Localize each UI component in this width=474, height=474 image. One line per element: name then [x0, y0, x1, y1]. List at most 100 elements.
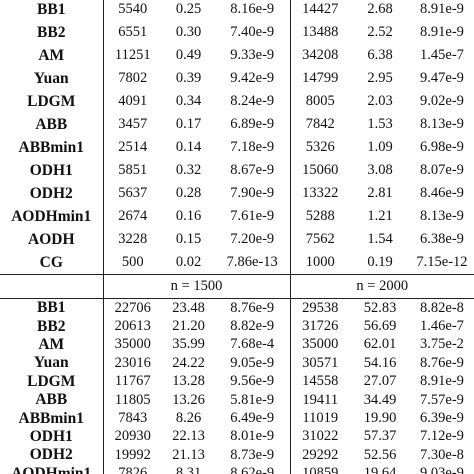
cell: 7562 [305, 231, 335, 247]
table-row: CG 500 0.02 7.86e-13 1000 0.19 7.15e-12 [0, 251, 474, 275]
cell: 8.76e-9 [215, 298, 291, 318]
method-name: ABBmin1 [0, 409, 104, 428]
table-row: AODHmin1 2674 0.16 7.61e-9 5288 1.21 8.13e-9 [0, 205, 474, 228]
cell: 1.09 [367, 139, 393, 155]
cell: 6.39e-9 [420, 410, 464, 427]
cell: 34208 [302, 47, 339, 63]
method-name: Yuan [0, 354, 104, 373]
cell: 1.46e-7 [420, 318, 464, 335]
table-row: AM 35000 35.99 7.68e-4 35000 62.01 3.75e-2 [0, 335, 474, 355]
cell: 35000 [114, 336, 151, 353]
cell: 7.12e-9 [420, 428, 464, 445]
header-cell: n = 1500 [103, 274, 291, 299]
table-row: BB2 20613 21.20 8.82e-9 31726 56.69 1.46e-7 [0, 317, 474, 336]
cell: 29538 [302, 299, 339, 316]
cell: 9.56e-9 [215, 372, 291, 391]
cell: 0.49 [175, 47, 202, 63]
table-row: ABB 3457 0.17 6.89e-9 7842 1.53 8.13e-9 [0, 113, 474, 136]
cell: 2.68 [367, 1, 393, 17]
cell: 0.25 [175, 1, 202, 17]
cell: 2.81 [367, 185, 393, 201]
cell: 19992 [114, 446, 151, 463]
cell: 1000 [305, 254, 335, 270]
method-name: CG [0, 251, 104, 275]
cell: 2.52 [367, 24, 393, 40]
cell: 1.54 [367, 231, 393, 247]
cell: 3457 [118, 116, 148, 132]
method-name: AM [0, 44, 104, 67]
cell: 0.16 [175, 208, 202, 224]
cell: 7.15e-12 [416, 254, 468, 270]
cell: 7802 [118, 70, 148, 86]
table-row: ODH2 19992 21.13 8.73e-9 29292 52.56 7.30e-8 [0, 446, 474, 465]
table-row: ODH1 5851 0.32 8.67e-9 15060 3.08 8.07e-9 [0, 159, 474, 182]
cell: 7843 [118, 410, 148, 427]
header-cell: n = 2000 [290, 274, 474, 299]
cell: 7.86e-13 [215, 251, 291, 275]
cell: 5288 [305, 208, 335, 224]
table-row: LDGM 4091 0.34 8.24e-9 8005 2.03 9.02e-9 [0, 90, 474, 113]
cell: 10859 [302, 465, 339, 474]
table-row: BB1 5540 0.25 8.16e-9 14427 2.68 8.91e-9 [0, 0, 474, 21]
method-name: BB1 [0, 0, 104, 21]
cell: 7.18e-9 [215, 136, 291, 159]
cell: 8.01e-9 [215, 427, 291, 447]
cell: 7842 [305, 116, 335, 132]
cell: 7.57e-9 [420, 391, 464, 408]
table-row: ABBmin1 7843 8.26 6.49e-9 11019 19.90 6.39e-9 [0, 409, 474, 428]
cell: 8.67e-9 [215, 159, 291, 182]
cell: 21.20 [172, 318, 205, 335]
cell: 11019 [302, 410, 339, 427]
cell: 11805 [114, 391, 151, 408]
cell: 5637 [118, 185, 148, 201]
method-name: ABB [0, 390, 104, 410]
cell: 9.02e-9 [420, 93, 464, 109]
cell: 0.39 [175, 70, 202, 86]
cell: 31726 [302, 318, 339, 335]
cell: 56.69 [363, 318, 397, 335]
cell: 57.37 [363, 428, 397, 445]
cell: 6551 [118, 24, 148, 40]
method-name: AODHmin1 [0, 464, 104, 474]
cell: 27.07 [363, 373, 397, 390]
cell: 24.22 [172, 354, 205, 371]
method-name: ABB [0, 113, 104, 136]
cell: 1.53 [367, 116, 393, 132]
cell: 7826 [118, 465, 148, 474]
method-name: ODH1 [0, 427, 104, 447]
cell: 500 [121, 254, 144, 270]
table-row: AODHmin1 7826 8.31 8.62e-9 10859 19.64 9.03e-9 [0, 464, 474, 474]
cell: 3228 [118, 231, 148, 247]
cell: 7.61e-9 [215, 205, 291, 228]
cell: 5540 [118, 1, 148, 17]
cell: 15060 [302, 162, 339, 178]
cell: 8.82e-9 [215, 317, 291, 336]
cell: 20613 [114, 318, 151, 335]
cell: 2.03 [367, 93, 393, 109]
cell: 34.49 [363, 391, 397, 408]
cell: 19411 [302, 391, 339, 408]
table-row: BB2 6551 0.30 7.40e-9 13488 2.52 8.91e-9 [0, 21, 474, 44]
cell: 1.21 [367, 208, 393, 224]
cell: 7.40e-9 [215, 21, 291, 44]
cell: 7.90e-9 [215, 182, 291, 205]
cell: 8005 [305, 93, 335, 109]
cell: 0.14 [175, 139, 202, 155]
table-row: AM 11251 0.49 9.33e-9 34208 6.38 1.45e-7 [0, 44, 474, 67]
cell: 0.30 [175, 24, 202, 40]
cell: 8.91e-9 [420, 24, 464, 40]
cell: 9.42e-9 [215, 67, 291, 90]
cell: 2.95 [367, 70, 393, 86]
cell: 5.81e-9 [215, 390, 291, 410]
cell: 13.26 [172, 391, 205, 408]
cell: 54.16 [363, 354, 397, 371]
cell: 6.89e-9 [215, 113, 291, 136]
method-name: ODH2 [0, 446, 104, 465]
method-name: Yuan [0, 67, 104, 90]
cell: 6.38 [367, 47, 393, 63]
cell: 0.19 [367, 254, 393, 270]
table-row: ABB 11805 13.26 5.81e-9 19411 34.49 7.57e-9 [0, 390, 474, 410]
cell: 4091 [118, 93, 148, 109]
cell: 23016 [114, 354, 151, 371]
